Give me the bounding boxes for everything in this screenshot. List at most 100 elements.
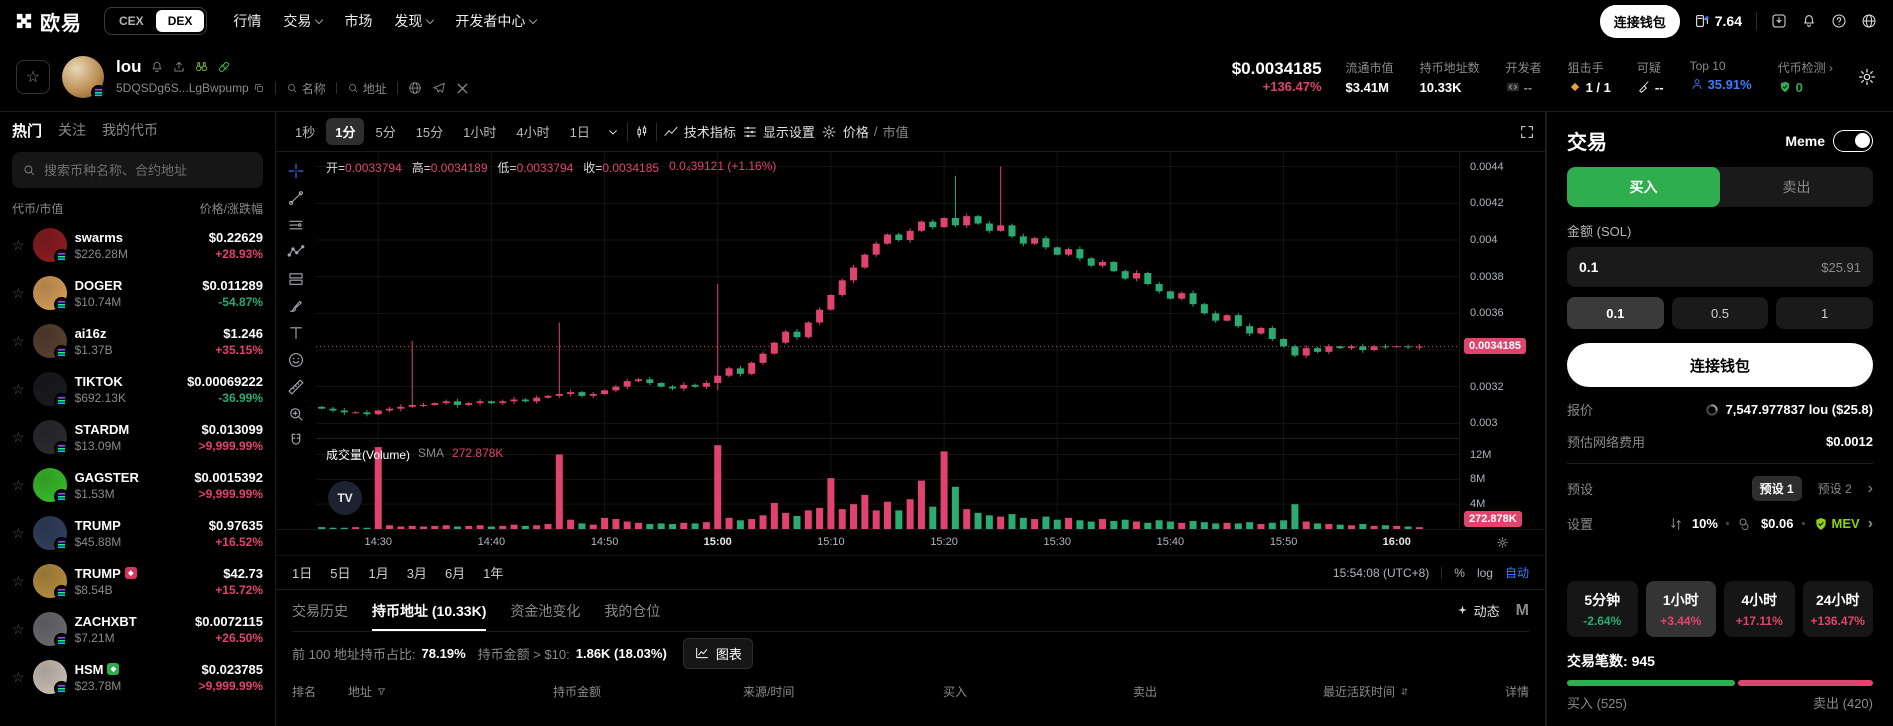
settings-chevron-icon[interactable]: › <box>1867 514 1873 532</box>
connect-wallet-cta[interactable]: 连接钱包 <box>1567 343 1873 387</box>
col-7[interactable]: 详情 <box>1504 684 1529 699</box>
interval-1秒[interactable]: 1秒 <box>295 125 316 140</box>
interval-1小时[interactable]: 1小时 <box>463 125 497 140</box>
nav-item-4[interactable]: 开发者中心 <box>455 11 538 31</box>
feed-toggle[interactable]: 动态 <box>1456 601 1500 620</box>
interval-dropdown-icon[interactable] <box>605 124 621 140</box>
brush-tool-icon[interactable] <box>287 297 305 315</box>
range-5日[interactable]: 5日 <box>330 566 351 581</box>
chart-plot[interactable]: 开=0.0033794 高=0.0034189 低=0.0033794 收=0.… <box>316 152 1459 529</box>
preset-tab-0[interactable]: 预设 1 <box>1751 476 1802 501</box>
trend-tool-icon[interactable] <box>287 189 305 207</box>
telegram-icon[interactable] <box>432 81 446 95</box>
sidebar-tab-2[interactable]: 我的代币 <box>102 122 159 138</box>
token-search[interactable] <box>12 152 263 188</box>
price-axis[interactable]: 0.003 0.0032 0.0036 0.0038 0.004 0.0042 0.0044… <box>1459 152 1545 529</box>
holders-tab-1[interactable]: 持币地址 (10.33K) <box>372 590 487 631</box>
time-axis[interactable]: 14:30 14:40 14:50 15:00 15:10 15:20 15:30 15:40… <box>276 529 1545 555</box>
watchlist-star-icon[interactable]: ☆ <box>12 572 25 589</box>
price-pane[interactable] <box>316 152 1459 438</box>
search-by-address[interactable]: 地址 <box>347 80 387 97</box>
position-tool-icon[interactable] <box>287 270 305 288</box>
time-stat-24小时[interactable]: 24小时 +136.47% <box>1802 581 1873 637</box>
crosshair-tool-icon[interactable] <box>287 162 305 180</box>
buy-tab[interactable]: 买入 <box>1567 167 1720 207</box>
col-1[interactable]: 地址 <box>348 683 553 700</box>
col-0[interactable]: 排名 <box>292 684 317 699</box>
watchlist-star-icon[interactable]: ☆ <box>12 668 25 685</box>
x-twitter-icon[interactable] <box>456 82 469 95</box>
preset-tab-1[interactable]: 预设 2 <box>1817 482 1852 496</box>
sidebar-tab-0[interactable]: 热门 <box>12 122 43 140</box>
holders-tab-2[interactable]: 资金池变化 <box>510 602 581 619</box>
token-settings-icon[interactable] <box>1857 67 1877 87</box>
col-3[interactable]: 来源/时间 <box>743 684 795 699</box>
token-row-gagster[interactable]: ☆ GAGSTER $1.53M $0.0015392 >9,999.99% <box>0 461 275 509</box>
token-share-icon[interactable] <box>172 60 186 74</box>
copy-address-icon[interactable] <box>253 82 265 94</box>
indicators-button[interactable]: 技术指标 <box>663 122 736 141</box>
watchlist-star-icon[interactable]: ☆ <box>12 236 25 253</box>
slippage-value[interactable]: 10% <box>1691 516 1718 531</box>
language-icon[interactable] <box>1861 13 1877 29</box>
preset-chevron-icon[interactable]: › <box>1867 479 1873 497</box>
preset-0.1[interactable]: 0.1 <box>1567 297 1664 329</box>
token-row-tiktok[interactable]: ☆ TIKTOK $692.13K $0.00069222 -36.99% <box>0 365 275 413</box>
col-2[interactable]: 持币金额 <box>553 684 602 699</box>
sort-icon[interactable] <box>1399 686 1410 697</box>
range-1月[interactable]: 1月 <box>368 566 389 581</box>
range-3月[interactable]: 3月 <box>406 566 427 581</box>
token-row-hsm[interactable]: ☆ HSM ◆ $23.78M $0.023785 >9,999.99% <box>0 653 275 701</box>
cex-tab[interactable]: CEX <box>119 14 144 28</box>
sidebar-tab-1[interactable]: 关注 <box>58 122 87 138</box>
range-6月[interactable]: 6月 <box>444 566 466 581</box>
token-address[interactable]: 5DQSDg6S...LgBwpump <box>116 81 265 95</box>
preset-1[interactable]: 1 <box>1776 297 1873 329</box>
token-row-ai16z[interactable]: ☆ ai16z $1.37B $1.246 +35.15% <box>0 317 275 365</box>
holders-chart-button[interactable]: 图表 <box>682 637 753 669</box>
chart-type-icon[interactable] <box>634 124 650 140</box>
watchlist-star-icon[interactable]: ☆ <box>12 476 25 493</box>
token-row-doger[interactable]: ☆ DOGER $10.74M $0.011289 -54.87% <box>0 269 275 317</box>
col-5[interactable]: 卖出 <box>1133 684 1158 699</box>
smiley-tool-icon[interactable] <box>287 351 305 369</box>
mev-protection[interactable]: MEV <box>1813 516 1860 532</box>
token-row-trump[interactable]: ☆ TRUMP $45.88M $0.97635 +16.52% <box>0 509 275 557</box>
magnet-tool-icon[interactable] <box>287 432 305 450</box>
nav-item-3[interactable]: 发现 <box>394 11 435 31</box>
log-scale-button[interactable]: log <box>1476 565 1493 580</box>
token-row-zachxbt[interactable]: ☆ ZACHXBT $7.21M $0.0072115 +26.50% <box>0 605 275 653</box>
watchlist-star-icon[interactable]: ☆ <box>12 620 25 637</box>
m-logo[interactable]: M <box>1515 601 1529 619</box>
watchlist-star-icon[interactable]: ☆ <box>12 524 25 541</box>
token-alert-icon[interactable] <box>150 60 164 74</box>
connect-wallet-button[interactable]: 连接钱包 <box>1599 4 1680 38</box>
range-1日[interactable]: 1日 <box>292 566 313 581</box>
pattern-tool-icon[interactable] <box>287 243 305 261</box>
help-icon[interactable] <box>1831 13 1847 29</box>
amount-input[interactable] <box>1579 259 1822 275</box>
percent-scale-button[interactable]: % <box>1454 565 1465 580</box>
okx-logo[interactable]: 欧易 <box>16 7 82 36</box>
binoculars-icon[interactable] <box>194 59 209 74</box>
watchlist-star-icon[interactable]: ☆ <box>12 284 25 301</box>
token-row-swarms[interactable]: ☆ swarms $226.28M $0.22629 +28.93% <box>0 221 275 269</box>
favorite-token-button[interactable]: ☆ <box>16 59 50 94</box>
token-row-stardm[interactable]: ☆ STARDM $13.09M $0.013099 >9,999.99% <box>0 413 275 461</box>
fullscreen-icon[interactable] <box>1519 124 1535 140</box>
range-1年[interactable]: 1年 <box>483 566 504 581</box>
watchlist-star-icon[interactable]: ☆ <box>12 332 25 349</box>
token-search-input[interactable] <box>44 162 253 178</box>
interval-15分[interactable]: 15分 <box>415 125 444 140</box>
zoomplus-tool-icon[interactable] <box>287 405 305 423</box>
search-by-name[interactable]: 名称 <box>286 80 326 97</box>
chart-gear-icon[interactable] <box>821 124 837 140</box>
interval-1日[interactable]: 1日 <box>569 125 590 140</box>
website-icon[interactable] <box>408 81 422 95</box>
time-stat-5分钟[interactable]: 5分钟 -2.64% <box>1567 581 1638 637</box>
holders-tab-3[interactable]: 我的仓位 <box>604 602 661 619</box>
notifications-icon[interactable] <box>1801 13 1817 29</box>
sell-tab[interactable]: 卖出 <box>1782 179 1811 195</box>
meme-toggle[interactable] <box>1833 129 1873 152</box>
token-row-trump[interactable]: ☆ TRUMP ◆ $8.54B $42.73 +15.72% <box>0 557 275 605</box>
